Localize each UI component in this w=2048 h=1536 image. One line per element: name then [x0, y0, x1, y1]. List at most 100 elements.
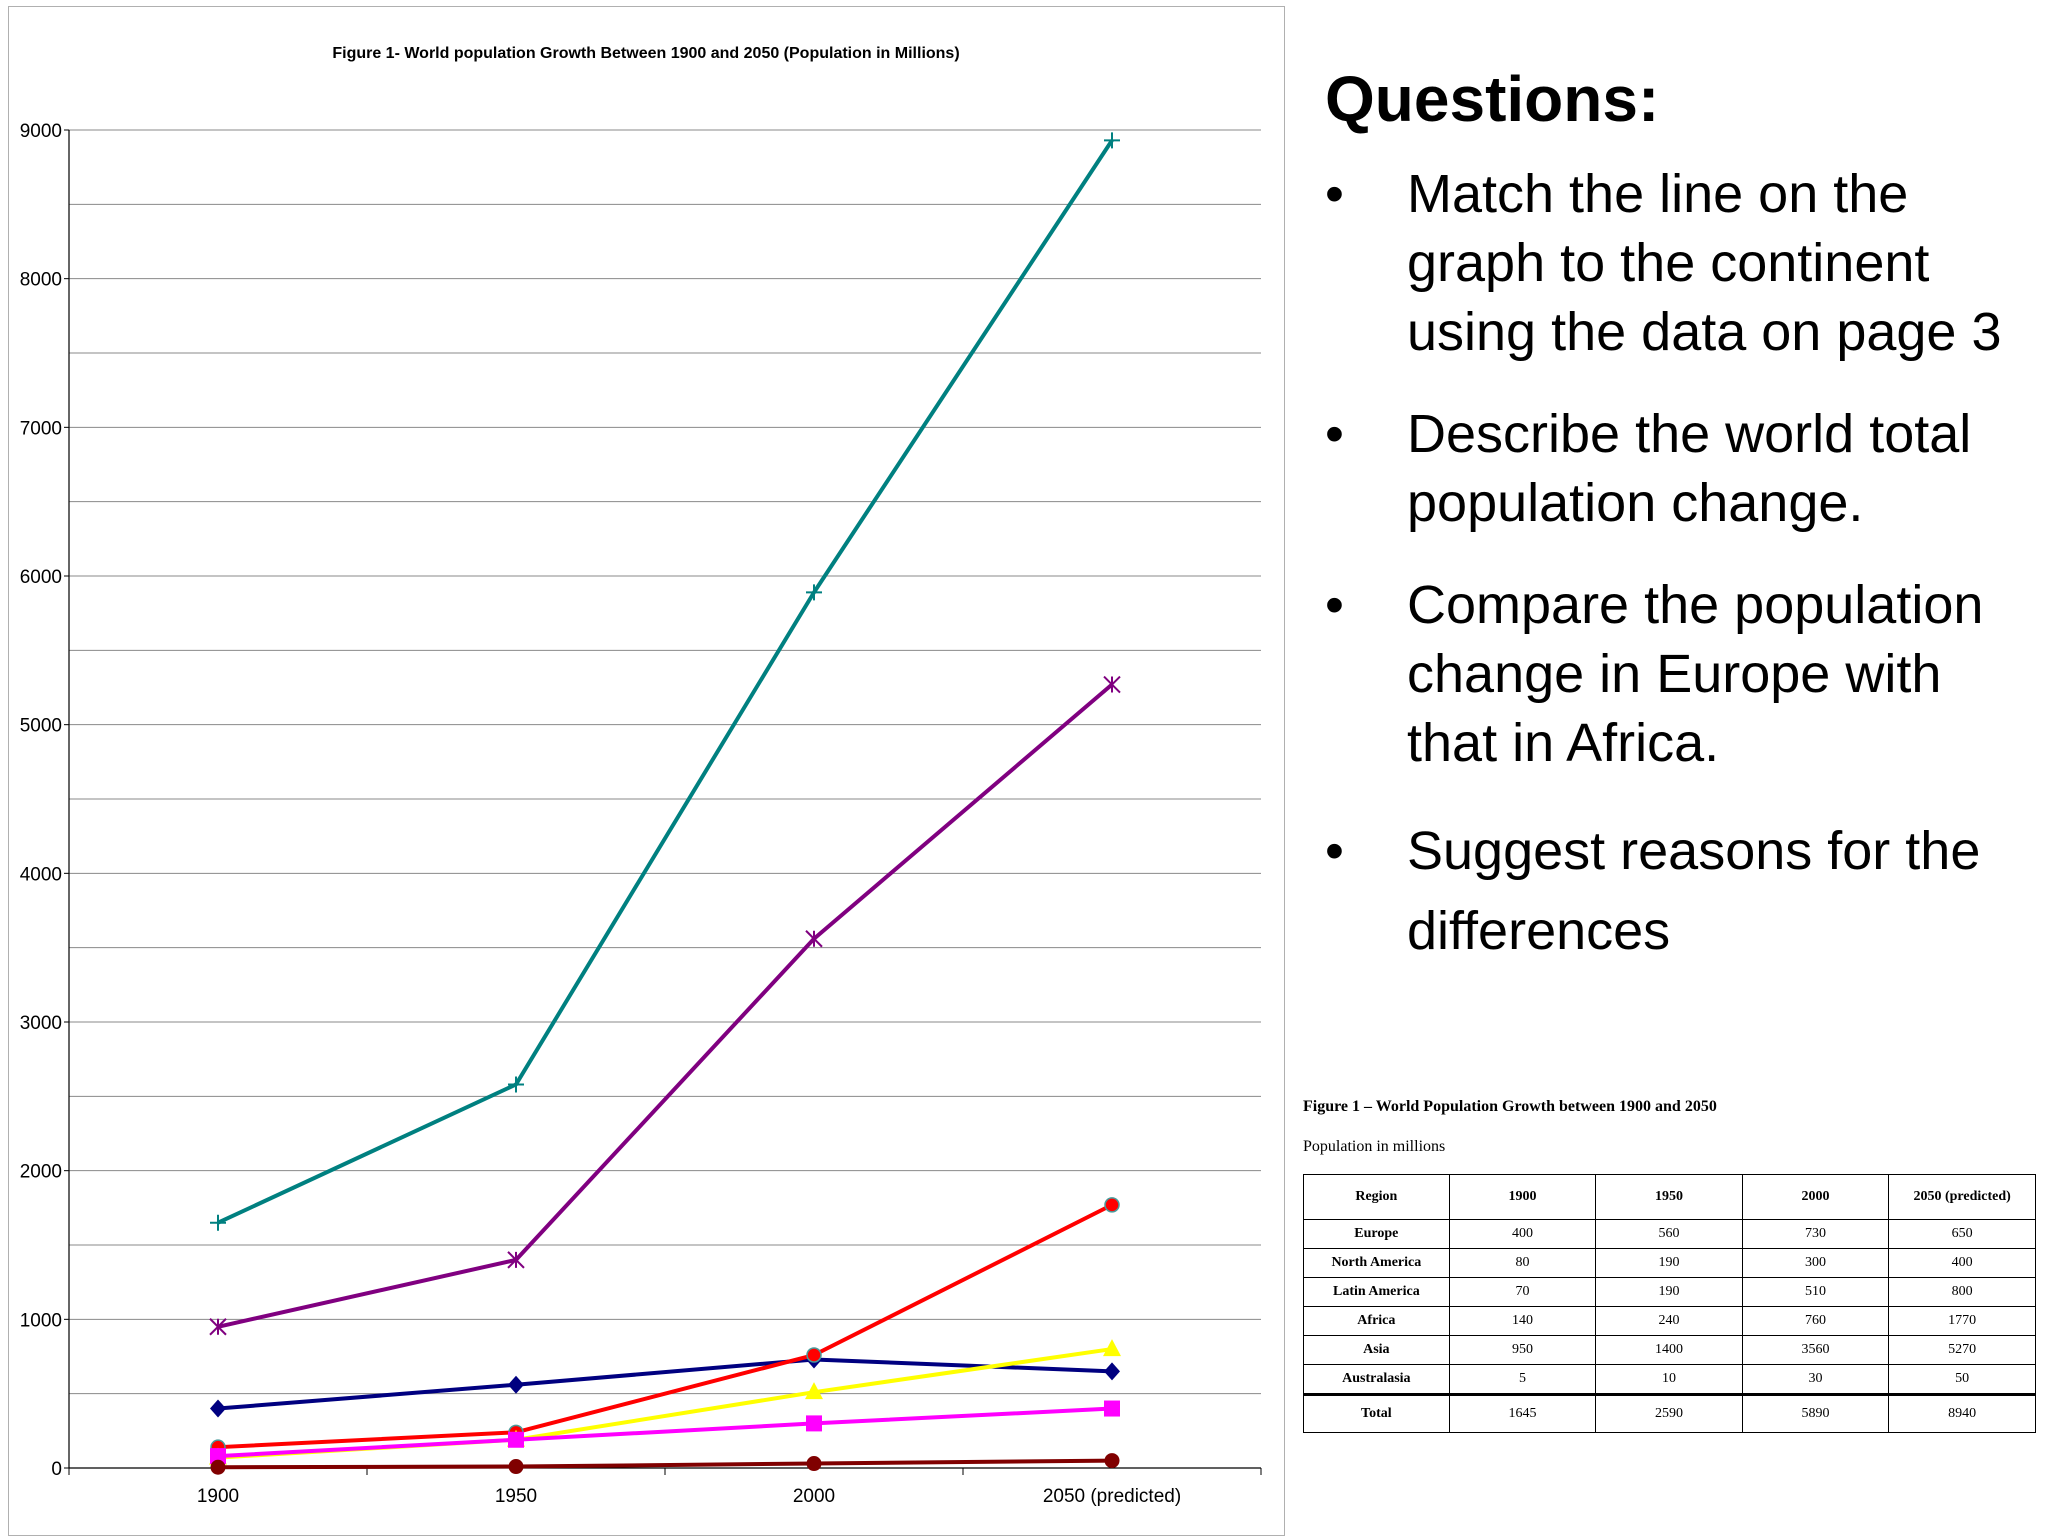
plus-marker: [210, 1214, 226, 1231]
bullet: •: [1325, 821, 1344, 881]
series-6: [210, 1453, 1120, 1475]
dot-marker: [210, 1459, 226, 1475]
bullet: •: [1325, 404, 1344, 464]
series-5: [210, 1400, 1120, 1465]
table-cell: 760: [1741, 1306, 1890, 1336]
table-row: North America 80 190 300 400: [1303, 1248, 2036, 1278]
circle-marker: [806, 1347, 822, 1363]
table-cell-region: North America: [1303, 1248, 1450, 1278]
y-tick-label: 1000: [20, 1310, 62, 1331]
table-cell: 1400: [1595, 1335, 1743, 1365]
table-cell: 190: [1595, 1277, 1743, 1307]
bullet: •: [1325, 164, 1344, 224]
question-item: • Describe the world total population ch…: [1325, 400, 2045, 538]
table-cell: 240: [1595, 1306, 1743, 1336]
table-cell: 50: [1888, 1364, 2036, 1395]
table-header-row: Region 1900 1950 2000 2050 (predicted): [1303, 1174, 2036, 1220]
table-header-cell: 2000: [1741, 1174, 1890, 1220]
y-tick-label: 6000: [20, 567, 62, 588]
x-tick-label: 2000: [793, 1486, 835, 1507]
table-row: Africa 140 240 760 1770: [1303, 1306, 2036, 1336]
y-tick-label: 2000: [20, 1162, 62, 1183]
questions-heading: Questions:: [1325, 63, 1660, 135]
series-line: [217, 1406, 1113, 1459]
table-row: Latin America 70 190 510 800: [1303, 1277, 2036, 1307]
table-cell: 300: [1741, 1248, 1890, 1278]
table-title: Figure 1 – World Population Growth betwe…: [1303, 1098, 1717, 1115]
table-cell: 400: [1888, 1248, 2036, 1278]
line-chart: Figure 1- World population Growth Betwee…: [20, 45, 1262, 1507]
series-4: [209, 1339, 1121, 1465]
bullet: •: [1325, 575, 1344, 635]
question-text: Suggest reasons for the differences: [1407, 821, 1981, 961]
table-cell: 1645: [1448, 1393, 1597, 1433]
question-list: • Match the line on the graph to the con…: [1325, 160, 2045, 971]
diamond-marker: [210, 1399, 226, 1418]
question-item: • Match the line on the graph to the con…: [1325, 160, 2045, 367]
chart-frame: Figure 1- World population Growth Betwee…: [8, 6, 1285, 1536]
star-marker: [507, 1251, 525, 1269]
table-cell: 8940: [1888, 1393, 2036, 1433]
y-tick-label: 4000: [20, 864, 62, 885]
series-2: [210, 1350, 1120, 1418]
table-cell: 800: [1888, 1277, 2036, 1307]
table-header-cell: 1950: [1595, 1174, 1743, 1220]
series-1: [209, 675, 1121, 1336]
table-row: Europe 400 560 730 650: [1303, 1219, 2036, 1249]
triangle-marker: [1103, 1339, 1121, 1357]
question-text: Match the line on the graph to the conti…: [1407, 164, 2002, 362]
series-line: [217, 1458, 1113, 1470]
triangle-marker: [805, 1382, 823, 1400]
question-item: • Suggest reasons for the differences: [1325, 811, 2045, 971]
table-cell-region: Latin America: [1303, 1277, 1450, 1307]
table-cell: 510: [1741, 1277, 1890, 1307]
x-tick-label: 2050 (predicted): [1043, 1486, 1181, 1507]
population-table-section: Figure 1 – World Population Growth betwe…: [1303, 1098, 2039, 1433]
table-cell: 400: [1448, 1219, 1597, 1249]
table-cell-region: Europe: [1303, 1219, 1450, 1249]
star-marker: [209, 1318, 227, 1336]
question-text: Compare the population change in Europe …: [1407, 575, 1984, 773]
diamond-marker: [1104, 1362, 1120, 1381]
series-0: [210, 132, 1120, 1231]
chart-title: Figure 1- World population Growth Betwee…: [332, 45, 959, 62]
table-subtitle: Population in millions: [1303, 1138, 1446, 1155]
table-cell: 5270: [1888, 1335, 2036, 1365]
question-item: • Compare the population change in Europ…: [1325, 571, 2045, 778]
table-header-cell: 2050 (predicted): [1888, 1174, 2036, 1220]
x-tick-label: 1900: [197, 1486, 239, 1507]
table-cell: 5890: [1741, 1393, 1890, 1433]
table-cell: 730: [1741, 1219, 1890, 1249]
star-marker: [805, 930, 823, 948]
square-marker: [806, 1415, 822, 1432]
gridlines: [69, 129, 1261, 1469]
table-header-cell: Region: [1303, 1174, 1450, 1220]
square-marker: [210, 1448, 226, 1465]
y-tick-label: 0: [51, 1459, 62, 1480]
series-line: [217, 139, 1114, 1225]
table-cell: 950: [1448, 1335, 1597, 1365]
y-tick-label: 5000: [20, 716, 62, 737]
table-cell-total-label: Total: [1303, 1393, 1450, 1433]
series-line: [217, 1357, 1113, 1411]
table-cell-region: Asia: [1303, 1335, 1450, 1365]
dot-marker: [806, 1456, 822, 1472]
table-cell-region: Australasia: [1303, 1364, 1450, 1395]
table-cell: 1770: [1888, 1306, 2036, 1336]
star-marker: [1103, 675, 1121, 694]
table-cell: 190: [1595, 1248, 1743, 1278]
axes: 0 1000 2000 3000 4000 5000 6000 7000 8000 9000 190…: [20, 121, 1262, 1507]
table-cell: 70: [1448, 1277, 1597, 1307]
table-row: Australasia 5 10 30 50: [1303, 1364, 2036, 1395]
table-header-cell: 1900: [1448, 1174, 1597, 1220]
y-tick-label: 7000: [20, 418, 62, 439]
plus-marker: [508, 1076, 524, 1093]
question-text: Describe the world total population chan…: [1407, 404, 1972, 533]
table-total-row: Total 1645 2590 5890 8940: [1303, 1393, 2036, 1433]
y-tick-label: 9000: [20, 121, 62, 142]
table-cell-region: Africa: [1303, 1306, 1450, 1336]
plus-marker: [1104, 132, 1120, 149]
y-tick-label: 3000: [20, 1013, 62, 1034]
table-cell: 80: [1448, 1248, 1597, 1278]
